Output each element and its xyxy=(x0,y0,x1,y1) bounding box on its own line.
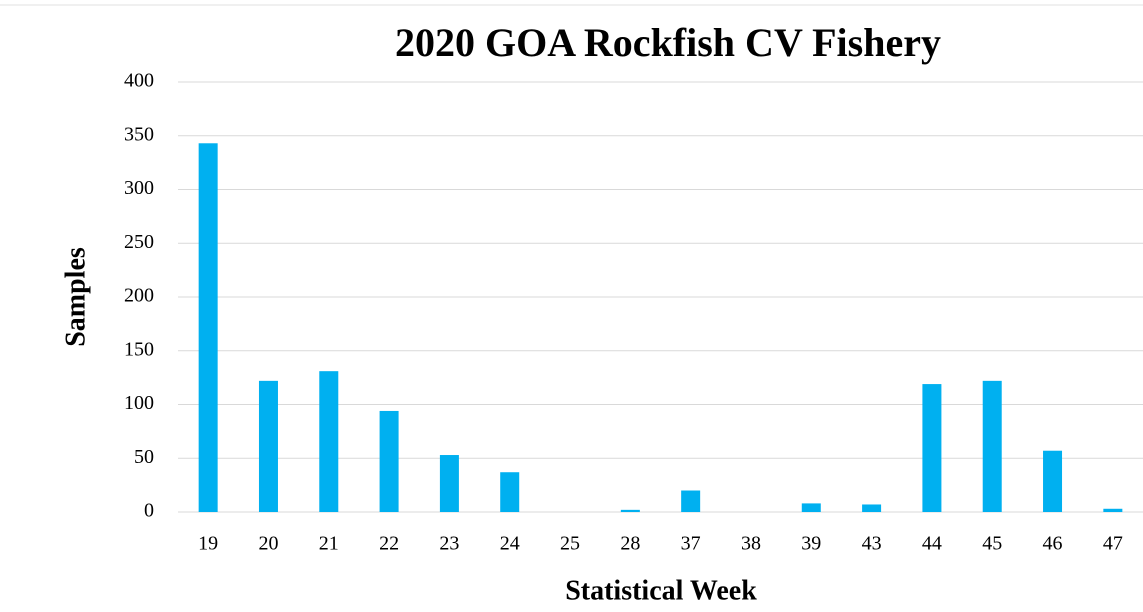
x-tick-label: 22 xyxy=(379,533,399,555)
bar xyxy=(379,410,399,512)
x-tick-label: 28 xyxy=(620,533,640,555)
bar xyxy=(319,371,339,512)
x-tick-label: 45 xyxy=(982,533,1002,555)
bar xyxy=(922,384,942,512)
x-tick-label: 24 xyxy=(500,533,520,555)
bar xyxy=(258,380,278,512)
x-tick-label: 39 xyxy=(801,533,821,555)
bar xyxy=(801,503,821,512)
y-tick-label: 100 xyxy=(124,392,154,414)
x-tick-label: 47 xyxy=(1103,533,1123,555)
y-tick-label: 400 xyxy=(124,70,154,92)
y-axis-title: Samples xyxy=(60,247,91,347)
bar xyxy=(1103,508,1123,512)
bar xyxy=(681,490,701,512)
x-tick-label: 25 xyxy=(560,533,580,555)
y-tick-label: 150 xyxy=(124,338,154,360)
bar xyxy=(982,380,1002,512)
x-tick-label: 38 xyxy=(741,533,761,555)
bar xyxy=(439,455,459,512)
x-tick-label: 19 xyxy=(198,533,218,555)
bar xyxy=(862,504,882,512)
y-tick-label: 250 xyxy=(124,231,154,253)
y-tick-label: 200 xyxy=(124,285,154,307)
x-tick-label: 37 xyxy=(681,533,701,555)
bar xyxy=(1043,450,1063,512)
bar xyxy=(500,472,520,512)
bar xyxy=(198,143,218,512)
x-tick-label: 43 xyxy=(862,533,882,555)
x-axis-title: Statistical Week xyxy=(565,575,757,606)
chart-title: 2020 GOA Rockfish CV Fishery xyxy=(395,20,941,65)
x-tick-label: 21 xyxy=(319,533,339,555)
bar xyxy=(620,509,640,512)
x-tick-label: 20 xyxy=(258,533,278,555)
y-tick-label: 50 xyxy=(134,446,154,468)
x-tick-label: 46 xyxy=(1043,533,1063,555)
y-tick-label: 300 xyxy=(124,177,154,199)
x-tick-label: 23 xyxy=(439,533,459,555)
x-tick-label: 44 xyxy=(922,533,942,555)
y-tick-label: 350 xyxy=(124,123,154,145)
y-tick-label: 0 xyxy=(144,500,154,522)
